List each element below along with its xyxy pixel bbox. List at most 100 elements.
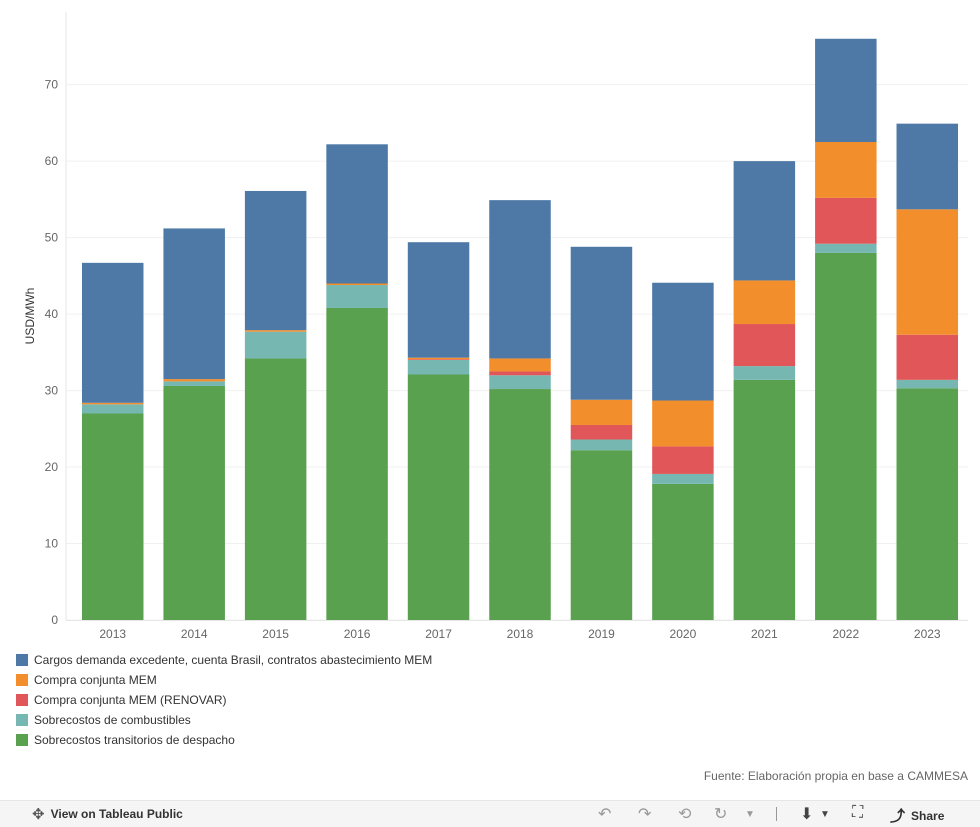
share-icon: ⤴: [890, 808, 906, 825]
bar-segment-2018-0: [489, 389, 551, 620]
bar-segment-2015-1: [244, 331, 307, 359]
y-tick-label: 0: [51, 613, 58, 627]
legend-swatch: [16, 734, 28, 746]
legend: Cargos demanda excedente, cuenta Brasil,…: [16, 650, 432, 750]
bar-segment-2020-0: [652, 483, 714, 620]
bar-segment-2013-4: [81, 262, 144, 403]
bar-segment-2017-2: [407, 359, 470, 360]
x-tick-label: 2020: [670, 627, 697, 641]
bar-segment-2015-0: [244, 358, 307, 620]
x-tick-label: 2019: [588, 627, 615, 641]
bar-segment-2023-1: [896, 379, 959, 389]
view-on-tableau-label: View on Tableau Public: [50, 807, 183, 821]
legend-item[interactable]: Sobrecostos transitorios de despacho: [16, 730, 432, 750]
x-tick-label: 2017: [425, 627, 452, 641]
legend-label: Compra conjunta MEM (RENOVAR): [34, 693, 227, 707]
bar-segment-2014-1: [163, 381, 225, 386]
y-tick-label: 20: [45, 460, 59, 474]
bar-segment-2020-2: [652, 446, 714, 474]
bar-segment-2021-2: [733, 324, 796, 367]
bar-segment-2018-3: [489, 358, 551, 372]
tableau-icon: ✥: [32, 806, 45, 823]
download-icon[interactable]: ⬇: [800, 806, 814, 823]
bar-segment-2022-2: [815, 197, 877, 244]
bar-segment-2019-3: [570, 399, 633, 425]
x-tick-label: 2023: [914, 627, 941, 641]
x-tick-label: 2018: [507, 627, 534, 641]
fullscreen-icon[interactable]: ⛶: [852, 804, 864, 821]
revert-icon[interactable]: ⟲: [678, 806, 692, 823]
bar-segment-2016-0: [326, 307, 388, 620]
bar-segment-2016-3: [326, 283, 388, 286]
bar-segment-2013-1: [81, 404, 144, 414]
undo-icon[interactable]: ↶: [598, 806, 612, 823]
toolbar-separator: [776, 807, 777, 821]
bar-segment-2022-0: [815, 252, 877, 621]
bar-segment-2023-0: [896, 388, 959, 620]
bar-segment-2019-0: [570, 450, 633, 620]
y-tick-label: 10: [45, 537, 59, 551]
bar-segment-2023-4: [896, 123, 959, 210]
source-note: Fuente: Elaboración propia en base a CAM…: [703, 769, 968, 783]
stacked-bar-chart: 0 10 20 30 40 50 60 70 USD/MWh 2013 2014 2015 2016 20…: [16, 12, 968, 783]
y-tick-label: 60: [45, 154, 59, 168]
x-tick-label: 2016: [344, 627, 371, 641]
bar-segment-2016-1: [326, 285, 388, 308]
bar-segment-2020-4: [652, 282, 714, 401]
bar-segment-2017-3: [407, 357, 470, 360]
y-tick-label: 70: [45, 78, 59, 92]
bar-segment-2018-1: [489, 375, 551, 390]
x-tick-label: 2013: [99, 627, 126, 641]
bar-segment-2017-1: [407, 359, 470, 375]
bar-segment-2023-2: [896, 334, 959, 380]
x-tick-label: 2022: [832, 627, 859, 641]
y-tick-label: 30: [45, 384, 59, 398]
bar-segment-2015-3: [244, 330, 307, 332]
bar-segment-2020-1: [652, 473, 714, 484]
legend-item[interactable]: Compra conjunta MEM (RENOVAR): [16, 690, 432, 710]
bar-segment-2022-3: [815, 142, 877, 198]
legend-swatch: [16, 714, 28, 726]
download-menu-chevron-icon[interactable]: ▼: [820, 809, 830, 820]
refresh-icon[interactable]: ↻: [714, 806, 728, 823]
legend-item[interactable]: Compra conjunta MEM: [16, 670, 432, 690]
share-label: Share: [911, 808, 945, 823]
bar-segment-2018-4: [489, 200, 551, 359]
bar-segment-2022-1: [815, 243, 877, 253]
bar-segment-2022-4: [815, 38, 877, 143]
bar-segment-2014-0: [163, 385, 225, 620]
y-axis-label: USD/MWh: [23, 288, 37, 345]
y-tick-label: 50: [45, 231, 59, 245]
x-tick-label: 2021: [751, 627, 778, 641]
bar-segment-2014-3: [163, 379, 225, 382]
chart-canvas: 0 10 20 30 40 50 60 70 USD/MWh 2013 2014 2015 2016 20…: [23, 12, 968, 641]
legend-label: Cargos demanda excedente, cuenta Brasil,…: [34, 653, 433, 667]
share-button[interactable]: ⤴ Share: [890, 805, 944, 826]
bar-segment-2018-2: [489, 371, 551, 376]
view-on-tableau-button[interactable]: ✥ View on Tableau Public: [32, 805, 183, 823]
bar-segment-2019-1: [570, 439, 633, 451]
bar-segment-2021-1: [733, 366, 796, 380]
bar-segment-2014-4: [163, 228, 225, 380]
x-tick-label: 2014: [181, 627, 208, 641]
legend-item[interactable]: Cargos demanda excedente, cuenta Brasil,…: [16, 650, 432, 670]
revert-menu-chevron-icon[interactable]: ▼: [745, 809, 755, 820]
bar-segment-2015-4: [244, 190, 307, 331]
bar-segment-2021-3: [733, 280, 796, 325]
bar-segment-2017-4: [407, 242, 470, 358]
legend-label: Sobrecostos transitorios de despacho: [34, 733, 235, 747]
tableau-toolbar: ✥ View on Tableau Public ↶ ↷ ⟲ ↻ ▼ ⬇ ▼ ⛶…: [0, 800, 980, 827]
redo-icon[interactable]: ↷: [638, 806, 652, 823]
bar-segment-2019-4: [570, 246, 633, 400]
legend-swatch: [16, 674, 28, 686]
y-tick-label: 40: [45, 307, 59, 321]
bar-segment-2017-0: [407, 374, 470, 620]
bar-segment-2023-3: [896, 209, 959, 335]
legend-swatch: [16, 694, 28, 706]
x-tick-label: 2015: [262, 627, 289, 641]
legend-swatch: [16, 654, 28, 666]
bar-segment-2021-4: [733, 161, 796, 281]
legend-label: Sobrecostos de combustibles: [34, 713, 191, 727]
bar-segment-2013-3: [81, 402, 144, 405]
legend-item[interactable]: Sobrecostos de combustibles: [16, 710, 432, 730]
